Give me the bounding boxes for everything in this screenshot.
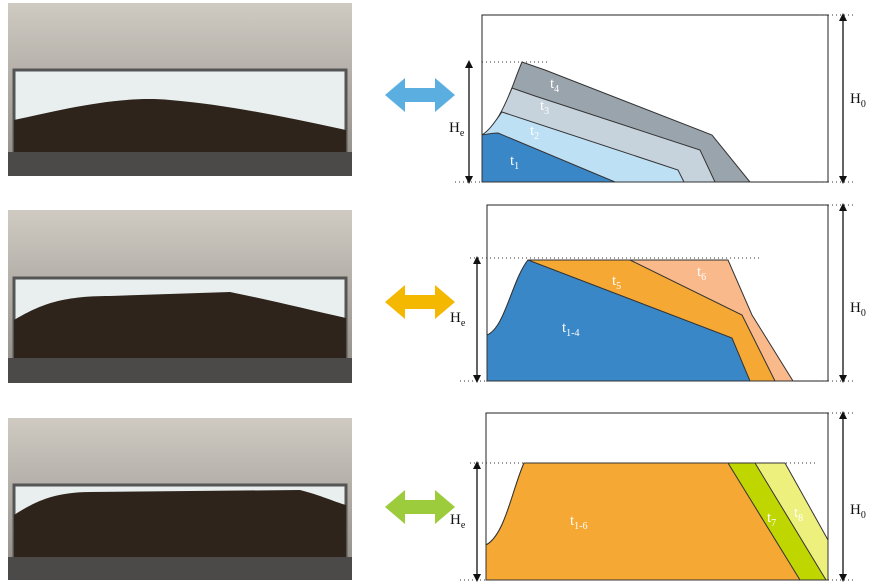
label-sub: 7 [771, 518, 776, 529]
label: H [450, 512, 461, 528]
label-sub: 3 [544, 106, 549, 117]
he-label: He [450, 512, 466, 531]
label-sub: 0 [861, 510, 866, 521]
double-arrow [385, 490, 455, 524]
label-sub: 0 [861, 99, 866, 110]
label-sub: 4 [554, 84, 559, 95]
h0-label: H0 [850, 502, 866, 521]
label-sub: 5 [616, 281, 621, 292]
label-sub: e [460, 128, 465, 139]
label-sub: e [461, 520, 466, 531]
label-sub: e [461, 318, 466, 329]
h0-label: H0 [850, 300, 866, 319]
label: H [850, 502, 861, 518]
diagram: t1-6 t7 t8 He H0 [450, 413, 866, 580]
figure: t1 t2 t3 t4 He H0 t1-4 t5 t6 He H0 t1-6 … [0, 0, 872, 586]
he-label: He [449, 120, 465, 139]
label-sub: 8 [798, 513, 803, 524]
photo [8, 418, 352, 580]
label: H [449, 120, 460, 136]
diagram: t1 t2 t3 t4 He H0 [449, 15, 866, 182]
label-sub: 2 [534, 131, 539, 142]
double-arrow [385, 78, 455, 112]
label-sub: 1-6 [574, 521, 587, 532]
he-label: He [450, 310, 466, 329]
label-sub: 1 [514, 161, 519, 172]
double-arrow [385, 285, 455, 319]
label: H [850, 300, 861, 316]
label: H [850, 91, 861, 107]
label-sub: 0 [861, 308, 866, 319]
label-sub: 1-4 [566, 328, 579, 339]
diagram: t1-4 t5 t6 He H0 [450, 205, 866, 381]
photo [8, 210, 352, 383]
label: H [450, 310, 461, 326]
h0-label: H0 [850, 91, 866, 110]
photo [8, 3, 352, 176]
label-sub: 6 [701, 272, 706, 283]
